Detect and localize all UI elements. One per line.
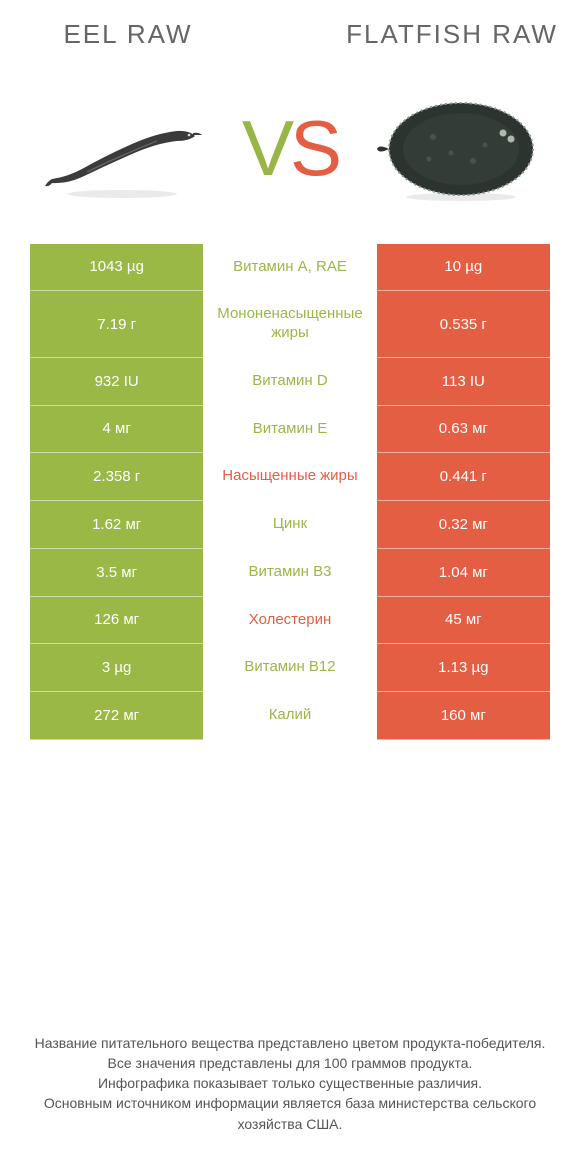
left-product-title: Eel raw <box>20 20 236 49</box>
table-row: 4 мгВитамин E0.63 мг <box>30 406 550 454</box>
right-value: 0.441 г <box>377 453 550 501</box>
left-value: 4 мг <box>30 406 203 454</box>
nutrient-label: Витамин B3 <box>203 549 376 597</box>
right-value: 10 µg <box>377 244 550 292</box>
nutrient-label: Мононенасыщенные жиры <box>203 291 376 358</box>
table-row: 1043 µgВитамин A, RAE10 µg <box>30 244 550 292</box>
left-value: 1043 µg <box>30 244 203 292</box>
vs-s: S <box>290 104 338 192</box>
right-value: 0.535 г <box>377 291 550 358</box>
left-value: 932 IU <box>30 358 203 406</box>
right-value: 160 мг <box>377 692 550 740</box>
title-spacer <box>236 20 344 49</box>
left-value: 3 µg <box>30 644 203 692</box>
vs-v: V <box>242 104 290 192</box>
footnote-line: Основным источником информации является … <box>20 1093 560 1134</box>
footnotes: Название питательного вещества представл… <box>0 993 580 1174</box>
right-value: 113 IU <box>377 358 550 406</box>
title-row: Eel raw Flatfish raw <box>0 0 580 59</box>
footnote-line: Название питательного вещества представл… <box>20 1033 560 1053</box>
comparison-table: 1043 µgВитамин A, RAE10 µg7.19 гМононена… <box>30 244 550 740</box>
left-value: 272 мг <box>30 692 203 740</box>
table-row: 3 µgВитамин B121.13 µg <box>30 644 550 692</box>
left-value: 126 мг <box>30 597 203 645</box>
right-value: 1.04 мг <box>377 549 550 597</box>
table-row: 126 мгХолестерин45 мг <box>30 597 550 645</box>
table-row: 1.62 мгЦинк0.32 мг <box>30 501 550 549</box>
nutrient-label: Цинк <box>203 501 376 549</box>
hero-row: VS <box>0 59 580 244</box>
footnote-line: Все значения представлены для 100 граммо… <box>20 1053 560 1073</box>
right-value: 0.32 мг <box>377 501 550 549</box>
right-value: 45 мг <box>377 597 550 645</box>
left-value: 7.19 г <box>30 291 203 358</box>
left-value: 2.358 г <box>30 453 203 501</box>
table-row: 3.5 мгВитамин B31.04 мг <box>30 549 550 597</box>
left-value: 1.62 мг <box>30 501 203 549</box>
nutrient-label: Витамин D <box>203 358 376 406</box>
nutrient-label: Витамин B12 <box>203 644 376 692</box>
nutrient-label: Калий <box>203 692 376 740</box>
table-row: 2.358 гНасыщенные жиры0.441 г <box>30 453 550 501</box>
left-value: 3.5 мг <box>30 549 203 597</box>
right-value: 1.13 µg <box>377 644 550 692</box>
nutrient-label: Витамин A, RAE <box>203 244 376 292</box>
nutrient-label: Витамин E <box>203 406 376 454</box>
footnote-line: Инфографика показывает только существенн… <box>20 1073 560 1093</box>
vs-label: VS <box>242 103 338 194</box>
table-row: 932 IUВитамин D113 IU <box>30 358 550 406</box>
eel-image <box>37 89 207 209</box>
table-row: 272 мгКалий160 мг <box>30 692 550 740</box>
table-row: 7.19 гМононенасыщенные жиры0.535 г <box>30 291 550 358</box>
right-value: 0.63 мг <box>377 406 550 454</box>
nutrient-label: Насыщенные жиры <box>203 453 376 501</box>
right-product-title: Flatfish raw <box>344 20 560 49</box>
flatfish-image <box>373 89 543 209</box>
nutrient-label: Холестерин <box>203 597 376 645</box>
